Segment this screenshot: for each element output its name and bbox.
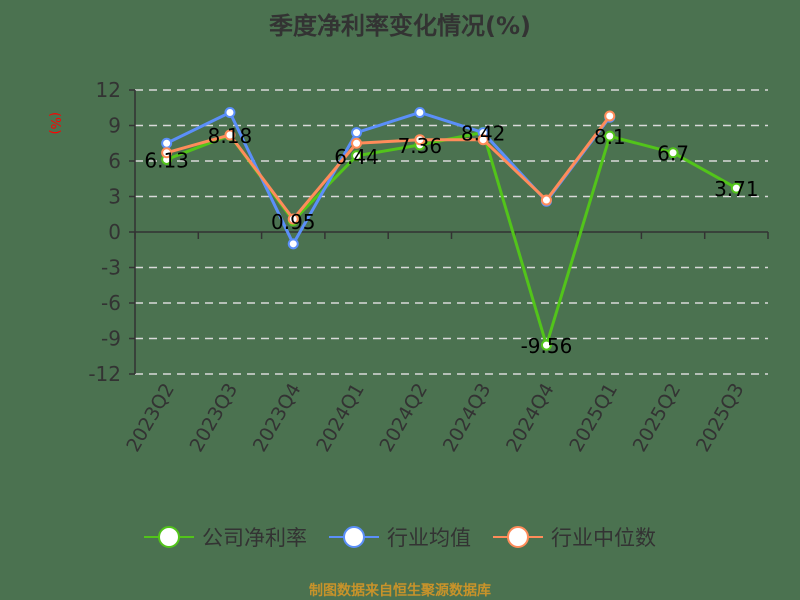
data-label: 0.95 (271, 210, 316, 234)
x-tick-label: 2023Q2 (122, 380, 179, 456)
data-point[interactable] (287, 213, 299, 225)
y-tick-label: 0 (108, 220, 121, 244)
data-point[interactable] (161, 137, 173, 149)
data-point[interactable] (414, 134, 426, 146)
data-label: 8.18 (208, 124, 253, 148)
data-point[interactable] (161, 147, 173, 159)
legend: 公司净利率 行业均值 行业中位数 (0, 522, 800, 552)
data-labels: 6.13 8.18 0.95 6.44 7.36 8.42 -9.56 8.1 6.7 3.71 (144, 121, 758, 358)
data-point[interactable] (414, 106, 426, 118)
data-source-footer: 制图数据来自恒生聚源数据库 (309, 583, 491, 599)
data-label: 3.71 (714, 177, 759, 201)
legend-item-company[interactable]: 公司净利率 (144, 522, 307, 552)
series-lines (161, 106, 742, 351)
data-label: -9.56 (521, 334, 573, 358)
grid-lines (135, 89, 768, 375)
data-point[interactable] (477, 134, 489, 146)
data-label: 8.42 (461, 121, 506, 145)
data-point[interactable] (604, 110, 616, 122)
x-tick-label: 2024Q4 (502, 380, 559, 456)
data-point[interactable] (224, 129, 236, 141)
data-label: 6.44 (334, 145, 379, 169)
x-tick-label: 2025Q1 (565, 380, 622, 456)
y-tick-label: 3 (108, 185, 121, 209)
legend-marker-icon (144, 525, 194, 549)
y-tick-label: 12 (96, 78, 121, 102)
data-point[interactable] (730, 182, 742, 194)
y-tick-label: -9 (101, 327, 121, 351)
x-tick-label: 2024Q2 (375, 380, 432, 456)
data-label: 8.1 (594, 125, 626, 149)
legend-item-industry-avg[interactable]: 行业均值 (329, 522, 471, 552)
data-point[interactable] (351, 150, 363, 162)
legend-label: 行业中位数 (551, 526, 656, 550)
legend-label: 公司净利率 (202, 526, 307, 550)
legend-marker-icon (329, 525, 379, 549)
chart-title: 季度净利率变化情况(%) (269, 12, 531, 40)
y-tick-label: -3 (101, 256, 121, 280)
y-tick-label: 6 (108, 149, 121, 173)
data-point[interactable] (351, 137, 363, 149)
legend-marker-icon (493, 525, 543, 549)
series-line (166, 115, 611, 221)
data-point[interactable] (540, 194, 552, 206)
x-tick-label: 2023Q4 (249, 380, 306, 456)
data-label: 6.13 (144, 148, 189, 172)
data-label: 7.36 (398, 134, 443, 158)
y-tick-label: -12 (88, 362, 121, 386)
data-point[interactable] (604, 130, 616, 142)
data-point[interactable] (540, 339, 552, 351)
x-tick-label: 2025Q3 (692, 380, 749, 456)
y-tick-label: -6 (101, 291, 121, 315)
x-tick-label: 2024Q1 (312, 380, 369, 456)
data-point[interactable] (287, 238, 299, 250)
data-point[interactable] (667, 147, 679, 159)
x-tick-label: 2024Q3 (439, 380, 496, 456)
x-tick-label: 2023Q3 (186, 380, 243, 456)
data-point[interactable] (351, 127, 363, 139)
data-label: 6.7 (657, 142, 689, 166)
legend-label: 行业均值 (387, 526, 471, 550)
data-point[interactable] (224, 106, 236, 118)
legend-item-industry-median[interactable]: 行业中位数 (493, 522, 656, 552)
x-tick-label: 2025Q2 (629, 380, 686, 456)
y-tick-label: 9 (108, 114, 121, 138)
